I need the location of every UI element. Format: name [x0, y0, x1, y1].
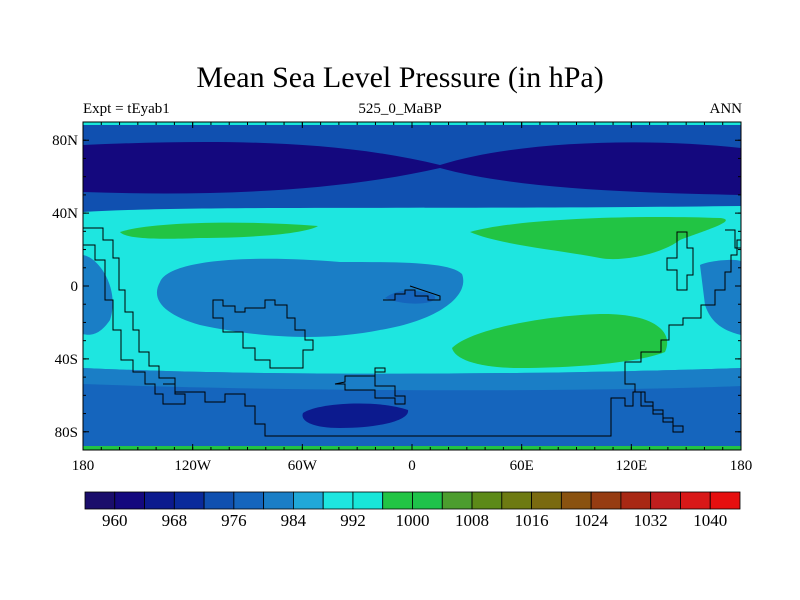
colorbar-swatch: [471, 491, 503, 510]
high-nw: [120, 222, 318, 239]
x-tick-label: 120E: [615, 458, 647, 474]
y-tick-label: 80N: [52, 133, 78, 149]
colorbar-swatch: [203, 491, 235, 510]
x-tick-label: 0: [408, 458, 416, 474]
time-label: 525_0_MaBP: [358, 101, 442, 117]
colorbar-label: 960: [102, 511, 128, 530]
colorbar-swatch: [322, 491, 354, 510]
x-tick-label: 180: [72, 458, 95, 474]
colorbar-swatch: [84, 491, 116, 510]
colorbar-swatch: [293, 491, 324, 510]
colorbar-swatch: [650, 491, 681, 510]
colorbar-swatch: [709, 491, 741, 510]
np-low-core: [83, 141, 741, 195]
colorbar-swatch: [501, 491, 532, 510]
colorbar-label: 1008: [455, 511, 489, 530]
colorbar-label: 1040: [693, 511, 727, 530]
east-low: [700, 259, 741, 335]
season-label: ANN: [709, 101, 743, 117]
colorbar-label: 984: [281, 511, 307, 530]
colorbar-label: 1032: [634, 511, 668, 530]
colorbar-swatch: [233, 491, 265, 510]
so-996: [83, 368, 741, 391]
colorbar-swatch: [382, 491, 413, 510]
y-tick-label: 40N: [52, 206, 78, 222]
colorbar-swatch: [590, 491, 622, 510]
y-axis: 80N 40N 0 40S 80S: [52, 121, 741, 451]
colorbar-swatch: [560, 491, 592, 510]
colorbar-swatch: [173, 491, 205, 510]
x-axis: 180 120W 60W 0 60E 120E 180: [72, 122, 753, 474]
experiment-label: Expt = tEyab1: [83, 101, 170, 117]
contour-field: [83, 122, 741, 450]
coastlines: [83, 227, 741, 437]
colorbar-swatch: [352, 491, 384, 510]
colorbar-label: 1000: [396, 511, 430, 530]
colorbar-label: 976: [221, 511, 247, 530]
high-se: [452, 313, 668, 368]
so-988: [83, 384, 741, 450]
colorbar-swatch: [531, 491, 562, 510]
colorbar-label: 992: [340, 511, 366, 530]
colorbar-swatch: [620, 491, 652, 510]
colorbar-swatch: [441, 491, 473, 510]
colorbar-swatch: [412, 491, 443, 510]
so-low-core: [302, 403, 409, 428]
colorbar-label: 1024: [574, 511, 609, 530]
colorbar-label: 968: [162, 511, 188, 530]
x-tick-label: 120W: [174, 458, 212, 474]
colorbar: 960 968 976 984 992 1000 1008 1016 1024 1032 1040: [84, 491, 741, 530]
y-tick-label: 0: [71, 279, 79, 295]
colorbar-swatch: [144, 491, 175, 510]
y-tick-label: 40S: [55, 352, 78, 368]
colorbar-label: 1016: [515, 511, 549, 530]
x-tick-label: 60W: [288, 458, 318, 474]
chart-title: Mean Sea Level Pressure (in hPa): [196, 61, 604, 94]
colorbar-swatch: [263, 491, 294, 510]
high-ne: [470, 216, 726, 260]
colorbar-swatch: [114, 491, 145, 510]
central-low: [156, 258, 464, 337]
x-tick-label: 60E: [510, 458, 534, 474]
y-tick-label: 80S: [55, 425, 78, 441]
colorbar-swatch: [680, 491, 711, 510]
x-tick-label: 180: [730, 458, 753, 474]
